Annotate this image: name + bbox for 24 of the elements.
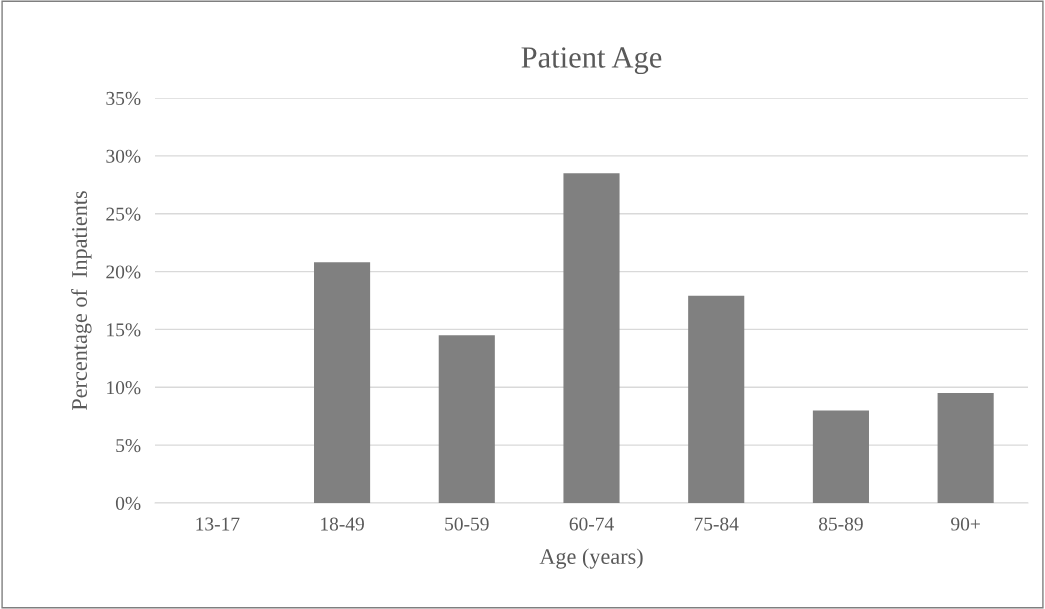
x-axis-title: Age (years) xyxy=(539,548,643,569)
y-tick-label: 0% xyxy=(115,496,141,510)
y-tick-label: 10% xyxy=(107,381,141,395)
x-tick-label: 60-74 xyxy=(569,517,614,531)
y-tick-label: 25% xyxy=(106,207,141,221)
bar xyxy=(812,410,869,503)
x-tick-label: 75-84 xyxy=(694,517,739,531)
y-tick-label: 35% xyxy=(106,91,141,105)
y-axis-title: Percentage of Inpatients xyxy=(71,191,92,410)
y-tick-label: 15% xyxy=(107,323,141,337)
chart-title: Patient Age xyxy=(521,47,662,75)
y-tick-label: 5% xyxy=(116,438,141,453)
bar xyxy=(688,295,745,503)
x-tick-label: 85-89 xyxy=(818,517,863,531)
x-tick-label: 50-59 xyxy=(445,517,489,531)
bar xyxy=(937,393,994,503)
bar xyxy=(438,335,495,503)
x-tick-label: 90+ xyxy=(951,517,980,531)
bar xyxy=(563,173,620,503)
x-tick-label: 18-49 xyxy=(321,517,364,531)
x-tick-label: 13-17 xyxy=(196,517,240,531)
bar xyxy=(314,262,371,503)
y-tick-label: 20% xyxy=(106,265,141,279)
y-tick-label: 30% xyxy=(106,149,141,163)
